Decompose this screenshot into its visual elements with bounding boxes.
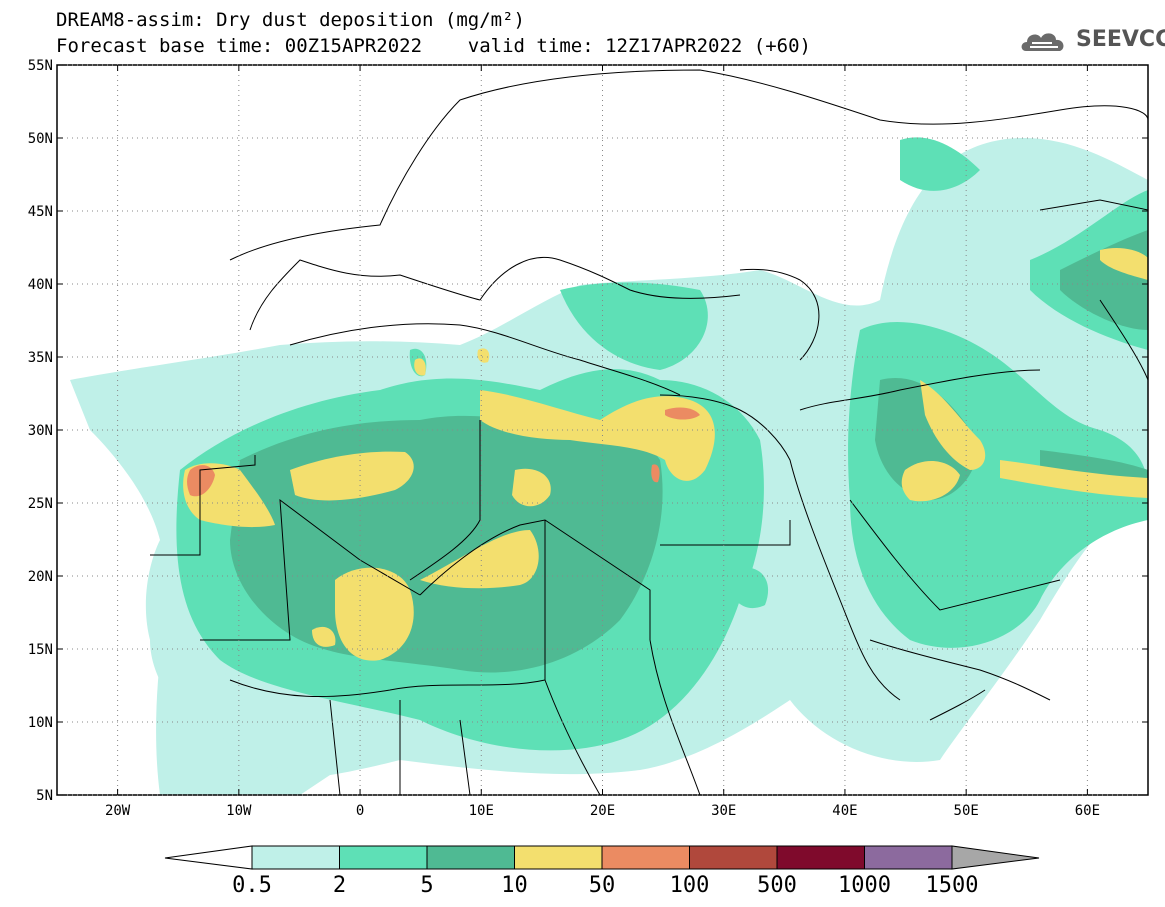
lon-label: 10E [469,803,494,819]
lat-label: 15N [28,642,53,658]
country-borders [150,69,1148,795]
lon-label: 50E [954,803,979,819]
colorbar-right-arrow [951,845,1040,870]
lon-label: 20E [590,803,615,819]
map-title: DREAM8-assim: Dry dust deposition (mg/m²… [56,9,525,31]
lat-label: 55N [28,58,53,74]
lat-label: 25N [28,496,53,512]
colorbar-swatch [514,845,603,870]
lat-label: 30N [28,423,53,439]
forecast-time-line: Forecast base time: 00Z15APR2022 valid t… [56,35,811,57]
longitude-labels: 20W 10W 0 10E 20E 30E 40E 50E 60E [105,803,1100,819]
axis-ticks [57,64,1148,796]
colorbar-left-arrow [164,845,253,870]
colorbar-label: 2 [333,873,346,898]
colorbar-label: 10 [501,873,528,898]
colorbar-swatch [601,845,690,870]
colorbar-legend: 0.5 2 5 10 50 100 500 1000 1500 [164,845,1040,898]
colorbar-swatch [251,845,340,870]
lon-label: 40E [832,803,857,819]
lat-label: 10N [28,715,53,731]
colorbar-label: 5 [420,873,433,898]
field-level-50 [187,407,700,497]
lon-label: 10W [226,803,252,819]
colorbar-swatch [426,845,515,870]
lat-label: 5N [36,788,53,804]
lat-label: 20N [28,569,53,585]
lon-label: 30E [711,803,736,819]
colorbar-swatch [776,845,865,870]
dust-field [70,137,1148,795]
colorbar-label: 50 [589,873,616,898]
colorbar-swatch [689,845,778,870]
logo-text: SEEVCCC [1076,27,1165,52]
lat-label: 50N [28,131,53,147]
lon-label: 60E [1075,803,1100,819]
latitude-labels: 55N 50N 45N 40N 35N 30N 25N 20N 15N 10N 5N [28,58,53,804]
colorbar-label: 500 [757,873,797,898]
field-level-10 [183,247,1148,661]
colorbar-swatch [864,845,953,870]
lat-label: 45N [28,204,53,220]
colorbar-label: 100 [670,873,710,898]
lat-label: 40N [28,277,53,293]
colorbar-label: 1000 [838,873,891,898]
colorbar-swatch [339,845,428,870]
lat-label: 35N [28,350,53,366]
colorbar-label: 0.5 [232,873,272,898]
seevccc-logo: SEEVCCC [1018,25,1165,59]
cloud-icon [1021,33,1064,51]
lon-label: 0 [356,803,364,819]
lon-label: 20W [105,803,131,819]
colorbar-label: 1500 [926,873,979,898]
